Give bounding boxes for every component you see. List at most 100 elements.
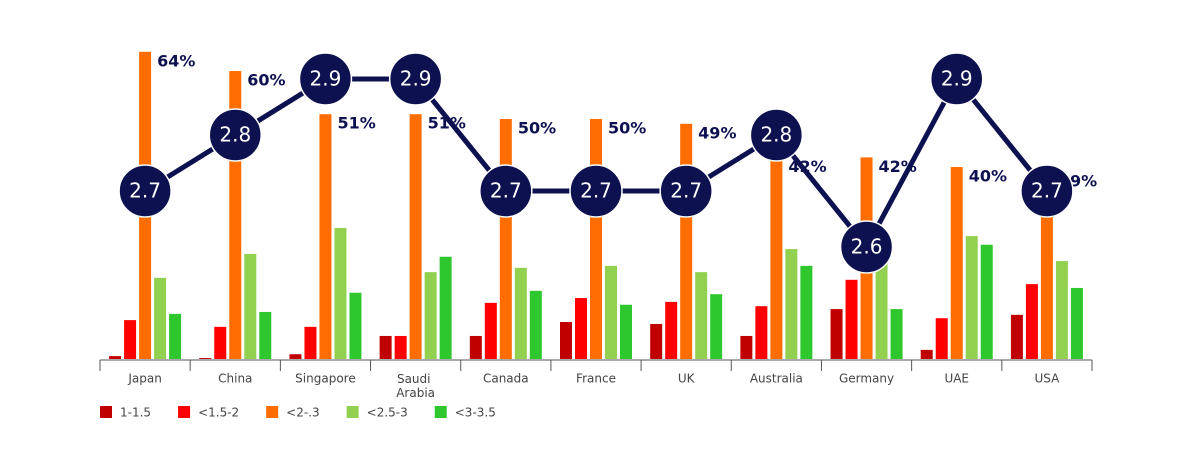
x-tick-label: China <box>218 372 252 386</box>
bar <box>830 309 843 359</box>
legend-label: 1-1.5 <box>120 406 151 420</box>
bar <box>980 244 993 359</box>
bar <box>514 267 527 359</box>
bar <box>244 253 257 359</box>
x-tick-label: UK <box>678 372 696 386</box>
marker-label: 2.8 <box>760 123 792 147</box>
legend-swatch <box>100 406 112 418</box>
bar <box>259 311 272 359</box>
x-tick-label: Australia <box>750 372 803 386</box>
line-marker <box>569 164 623 218</box>
bar <box>349 292 362 359</box>
bar <box>214 326 227 359</box>
x-tick-label: Canada <box>483 372 529 386</box>
bar <box>289 354 302 359</box>
bar <box>154 277 167 359</box>
bar <box>169 313 182 359</box>
bar <box>770 157 783 359</box>
bar <box>529 290 542 359</box>
bar <box>1070 287 1083 359</box>
marker-label: 2.9 <box>400 67 432 91</box>
x-tick-label: France <box>576 372 616 386</box>
bar <box>334 227 347 359</box>
legend-label: <1.5-2 <box>198 406 239 420</box>
marker-label: 2.7 <box>129 179 161 203</box>
bar <box>605 265 617 359</box>
line-marker <box>118 164 172 218</box>
bar <box>394 335 407 359</box>
bar <box>469 335 482 359</box>
bar <box>124 320 137 359</box>
line-marker <box>388 52 443 106</box>
bar <box>710 294 723 359</box>
bar <box>680 123 693 359</box>
bar <box>665 301 678 359</box>
line-marker <box>929 52 984 106</box>
bar <box>304 326 317 359</box>
bar <box>109 356 122 359</box>
value-label: 49% <box>698 123 736 142</box>
line-marker <box>659 164 713 218</box>
bar <box>875 260 888 359</box>
bar <box>590 119 602 359</box>
bar <box>409 114 422 359</box>
x-tick-label: Germany <box>839 372 894 386</box>
bar <box>950 167 963 359</box>
value-label: 40% <box>969 167 1007 186</box>
bar <box>1040 171 1053 359</box>
value-label: 60% <box>247 71 285 90</box>
bar <box>620 304 632 359</box>
bar <box>1010 314 1023 359</box>
bar <box>800 265 813 359</box>
marker-label: 2.6 <box>851 235 883 259</box>
x-tick-label: Saudi Arabia <box>396 372 435 400</box>
x-tick-label: Singapore <box>295 372 356 386</box>
bar <box>484 302 497 359</box>
marker-label: 2.9 <box>941 67 973 91</box>
bar <box>920 349 933 359</box>
bar <box>755 306 768 359</box>
bar <box>650 323 663 359</box>
value-label: 64% <box>157 51 195 70</box>
bar <box>1025 284 1038 359</box>
bar <box>575 298 587 359</box>
bar <box>695 272 708 359</box>
value-label: 50% <box>608 119 646 138</box>
line-marker <box>749 108 804 162</box>
x-tick-label: UAE <box>944 372 969 386</box>
line-marker <box>1020 164 1074 218</box>
bar <box>379 335 392 359</box>
line-marker <box>479 164 533 218</box>
x-tick-label: Japan <box>127 372 161 386</box>
bar <box>965 236 978 359</box>
value-label: 51% <box>337 114 375 133</box>
bar <box>890 309 903 359</box>
bar <box>499 119 512 359</box>
marker-label: 2.9 <box>310 67 342 91</box>
legend-label: <2-.3 <box>286 406 319 420</box>
marker-label: 2.7 <box>1031 179 1063 203</box>
legend-swatch <box>178 406 191 418</box>
line-marker <box>208 108 263 162</box>
bar <box>935 318 948 359</box>
bar <box>845 279 858 359</box>
line-marker <box>298 52 353 106</box>
bar <box>199 358 212 359</box>
bar <box>1055 261 1068 359</box>
marker-label: 2.7 <box>580 179 612 203</box>
legend-swatch <box>266 406 279 418</box>
legend-swatch <box>434 406 447 418</box>
line-marker <box>839 220 894 274</box>
bar <box>785 249 798 359</box>
value-label: 50% <box>518 119 556 138</box>
bar <box>740 335 753 359</box>
marker-label: 2.7 <box>490 179 522 203</box>
bar <box>424 272 437 359</box>
legend-label: <2.5-3 <box>367 406 408 420</box>
bar <box>560 322 572 359</box>
bar <box>319 114 332 359</box>
marker-label: 2.7 <box>670 179 702 203</box>
x-tick-label: USA <box>1034 372 1060 386</box>
legend-label: <3-3.5 <box>455 406 496 420</box>
